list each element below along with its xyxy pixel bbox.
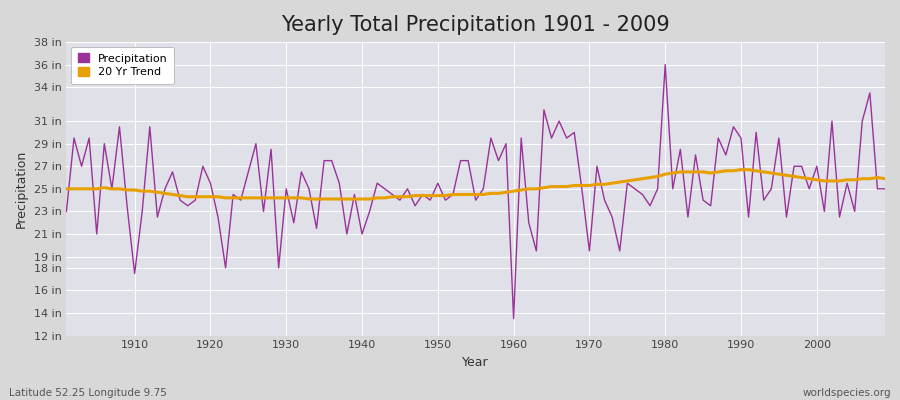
X-axis label: Year: Year — [463, 356, 489, 369]
Precipitation — [122, 203, 132, 208]
20 Yr Trend — [879, 176, 890, 181]
Precipitation — [500, 141, 511, 146]
Precipitation — [607, 215, 617, 220]
20 Yr Trend — [122, 188, 132, 192]
Text: Latitude 52.25 Longitude 9.75: Latitude 52.25 Longitude 9.75 — [9, 388, 166, 398]
20 Yr Trend — [508, 189, 519, 194]
20 Yr Trend — [303, 197, 314, 202]
Line: Precipitation: Precipitation — [67, 65, 885, 319]
20 Yr Trend — [341, 197, 352, 202]
Legend: Precipitation, 20 Yr Trend: Precipitation, 20 Yr Trend — [71, 46, 174, 84]
Text: worldspecies.org: worldspecies.org — [803, 388, 891, 398]
Precipitation — [879, 186, 890, 191]
Precipitation — [288, 220, 299, 225]
20 Yr Trend — [516, 188, 526, 192]
Y-axis label: Precipitation: Precipitation — [15, 150, 28, 228]
Precipitation — [516, 136, 526, 140]
Precipitation — [660, 62, 670, 67]
Precipitation — [334, 181, 345, 186]
20 Yr Trend — [288, 196, 299, 200]
Line: 20 Yr Trend: 20 Yr Trend — [67, 170, 885, 199]
20 Yr Trend — [61, 186, 72, 191]
20 Yr Trend — [735, 167, 746, 172]
Title: Yearly Total Precipitation 1901 - 2009: Yearly Total Precipitation 1901 - 2009 — [282, 15, 670, 35]
Precipitation — [508, 316, 519, 321]
Precipitation — [61, 209, 72, 214]
20 Yr Trend — [607, 181, 617, 186]
